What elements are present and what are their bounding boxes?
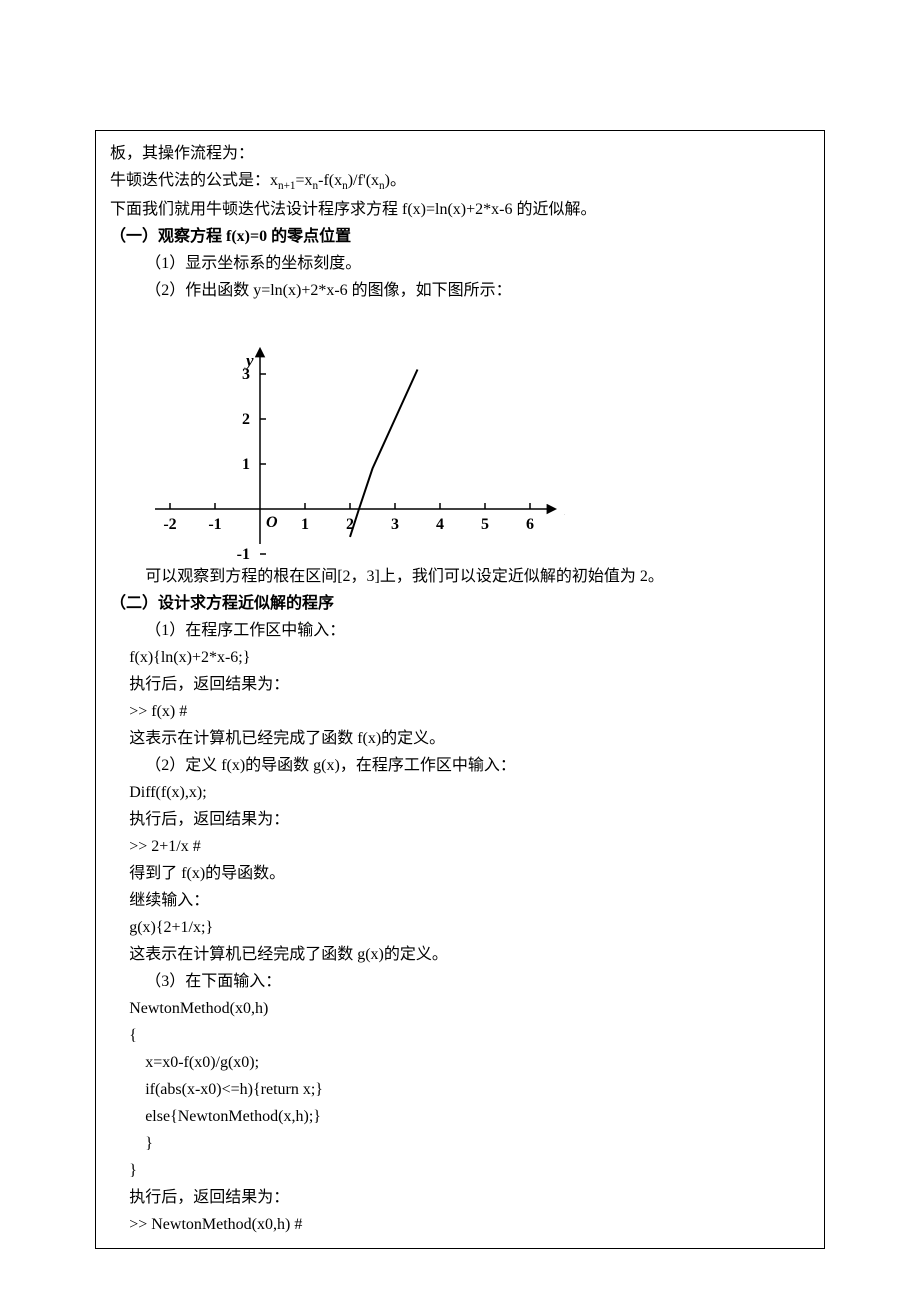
paragraph-formula: 牛顿迭代法的公式是：xn+1=xn-f(xn)/f'(xn)。 xyxy=(110,169,810,195)
svg-text:O: O xyxy=(266,514,278,531)
svg-text:y: y xyxy=(244,351,254,370)
svg-text:2: 2 xyxy=(242,411,250,428)
svg-text:1: 1 xyxy=(301,516,309,533)
code-line: } xyxy=(110,1132,810,1156)
code-line: else{NewtonMethod(x,h);} xyxy=(110,1105,810,1129)
code-line: x=x0-f(x0)/g(x0); xyxy=(110,1051,810,1075)
list-item: （2）作出函数 y=ln(x)+2*x-6 的图像，如下图所示： xyxy=(110,279,810,303)
svg-text:x: x xyxy=(564,500,565,519)
paragraph: 可以观察到方程的根在区间[2，3]上，我们可以设定近似解的初始值为 2。 xyxy=(110,565,810,589)
paragraph: 下面我们就用牛顿迭代法设计程序求方程 f(x)=ln(x)+2*x-6 的近似解… xyxy=(110,198,810,222)
code-line: g(x){2+1/x;} xyxy=(110,916,810,940)
text: 牛顿迭代法的公式是：x xyxy=(110,172,278,189)
paragraph: 执行后，返回结果为： xyxy=(110,673,810,697)
code-line: NewtonMethod(x0,h) xyxy=(110,997,810,1021)
svg-text:1: 1 xyxy=(242,456,250,473)
paragraph: 执行后，返回结果为： xyxy=(110,808,810,832)
svg-text:5: 5 xyxy=(481,516,489,533)
paragraph: 这表示在计算机已经完成了函数 g(x)的定义。 xyxy=(110,943,810,967)
code-line: f(x){ln(x)+2*x-6;} xyxy=(110,646,810,670)
svg-text:4: 4 xyxy=(436,516,444,533)
code-line: >> 2+1/x # xyxy=(110,835,810,859)
paragraph: 这表示在计算机已经完成了函数 f(x)的定义。 xyxy=(110,727,810,751)
paragraph: 得到了 f(x)的导函数。 xyxy=(110,862,810,886)
code-line: Diff(f(x),x); xyxy=(110,781,810,805)
heading-section-2: （二）设计求方程近似解的程序 xyxy=(110,592,810,616)
subscript: n+1 xyxy=(278,180,296,192)
svg-text:-2: -2 xyxy=(164,516,177,533)
text: =x xyxy=(296,172,313,189)
list-item: （1）在程序工作区中输入： xyxy=(110,619,810,643)
svg-text:-1: -1 xyxy=(209,516,222,533)
code-line: } xyxy=(110,1159,810,1183)
text: -f(x xyxy=(318,172,342,189)
code-line: { xyxy=(110,1024,810,1048)
content-frame: 板，其操作流程为： 牛顿迭代法的公式是：xn+1=xn-f(xn)/f'(xn)… xyxy=(95,130,825,1249)
text: )/f'(x xyxy=(348,172,379,189)
list-item: （1）显示坐标系的坐标刻度。 xyxy=(110,252,810,276)
code-line: >> f(x) # xyxy=(110,700,810,724)
svg-text:-1: -1 xyxy=(237,546,250,559)
svg-text:3: 3 xyxy=(391,516,399,533)
svg-text:6: 6 xyxy=(526,516,534,533)
code-line: >> NewtonMethod(x0,h) # xyxy=(110,1213,810,1237)
paragraph: 板，其操作流程为： xyxy=(110,142,810,166)
text: )。 xyxy=(385,172,406,189)
chart-svg: -2-1123456-1123Oxy xyxy=(145,309,565,559)
paragraph: 执行后，返回结果为： xyxy=(110,1186,810,1210)
paragraph: 继续输入： xyxy=(110,889,810,913)
heading-section-1: （一）观察方程 f(x)=0 的零点位置 xyxy=(110,225,810,249)
list-item: （3）在下面输入： xyxy=(110,970,810,994)
function-plot: -2-1123456-1123Oxy xyxy=(145,309,810,559)
code-line: if(abs(x-x0)<=h){return x;} xyxy=(110,1078,810,1102)
list-item: （2）定义 f(x)的导函数 g(x)，在程序工作区中输入： xyxy=(110,754,810,778)
